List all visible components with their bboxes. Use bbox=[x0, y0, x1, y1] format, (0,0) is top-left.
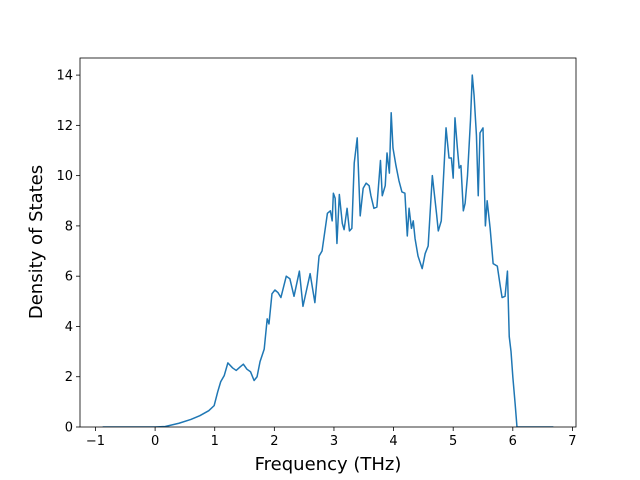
x-tick-label: 6 bbox=[509, 434, 517, 449]
y-tick-label: 8 bbox=[65, 219, 73, 234]
x-tick-label: 7 bbox=[568, 434, 576, 449]
data-line bbox=[102, 74, 554, 427]
x-tick-label: 0 bbox=[151, 434, 159, 449]
x-tick-label: 3 bbox=[330, 434, 338, 449]
y-tick-label: 12 bbox=[56, 119, 73, 134]
x-tick-label: 4 bbox=[389, 434, 397, 449]
y-tick-label: 10 bbox=[56, 169, 73, 184]
x-tick-label: 2 bbox=[270, 434, 278, 449]
y-tick-label: 14 bbox=[56, 69, 73, 84]
plot-frame bbox=[79, 57, 577, 428]
y-tick-label: 4 bbox=[65, 320, 73, 335]
x-tick-label: −1 bbox=[86, 434, 105, 449]
y-tick-label: 2 bbox=[65, 370, 73, 385]
x-tick-label: 5 bbox=[449, 434, 457, 449]
y-axis-label: Density of States bbox=[26, 165, 47, 319]
x-axis-label: Frequency (THz) bbox=[255, 454, 402, 475]
y-tick-label: 0 bbox=[65, 421, 73, 436]
y-tick-label: 6 bbox=[65, 270, 73, 285]
x-tick-label: 1 bbox=[211, 434, 219, 449]
